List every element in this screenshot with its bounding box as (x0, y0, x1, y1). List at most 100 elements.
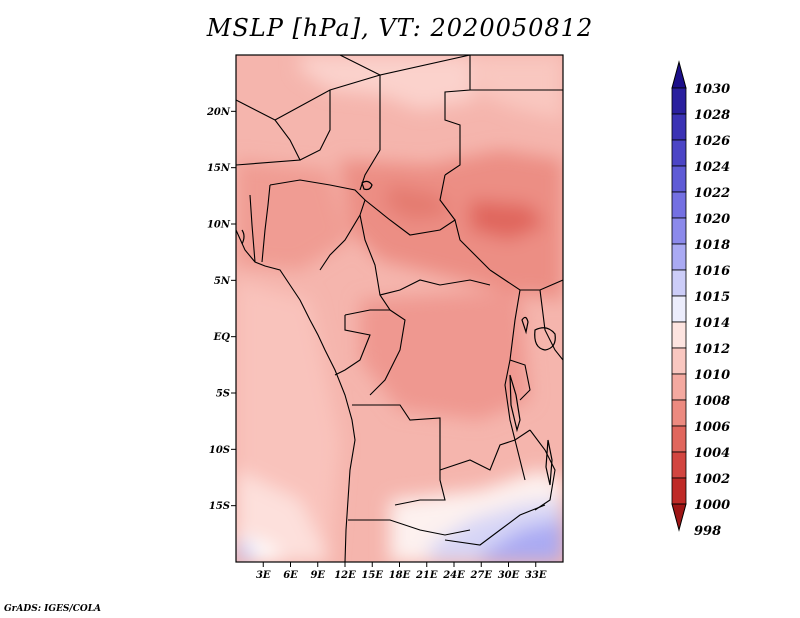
colorbar-label: 1000 (694, 498, 730, 513)
lon-label: 6E (283, 570, 298, 581)
border-libya-chad (379, 55, 471, 76)
field-region-west-sahel (236, 160, 350, 270)
lat-label: 10N (207, 220, 231, 231)
colorbar-bottom-arrow (671, 503, 687, 532)
border-congo-drc (369, 309, 406, 396)
lon-label: 27E (469, 570, 492, 581)
lake-chad (361, 180, 373, 191)
lake-volta (241, 229, 245, 245)
lon-label: 33E (525, 570, 547, 581)
colorbar-swatch (671, 191, 687, 219)
colorbar-swatch (671, 243, 687, 271)
border-kenya (539, 289, 563, 361)
colorbar-label: 1006 (694, 420, 730, 435)
border-mali-niger (299, 90, 331, 161)
lon-label: 9E (310, 570, 325, 581)
map-title: MSLP [hPa], VT: 2020050812 (206, 14, 594, 42)
colorbar-swatch (671, 217, 687, 245)
colorbar-swatch (671, 347, 687, 375)
lon-label: 30E (498, 570, 520, 581)
border-ghana (249, 194, 256, 263)
lon-label: 3E (256, 570, 271, 581)
longitude-axis: 3E 6E 9E 12E 15E 18E 21E 24E 27E 30E 33E (256, 562, 547, 581)
colorbar-swatch (671, 295, 687, 323)
border-mozambique (529, 429, 556, 511)
colorbar-label: 998 (694, 524, 721, 539)
country-borders (236, 55, 563, 562)
lon-label: 12E (334, 570, 356, 581)
colorbar-swatch (671, 269, 687, 297)
lon-label: 18E (389, 570, 411, 581)
border-south-sudan-east (489, 269, 563, 291)
lat-label: 5N (214, 276, 231, 287)
border-southeast (444, 504, 546, 546)
lat-label: 10S (209, 445, 230, 456)
field-region-congo-basin (360, 290, 530, 420)
colorbar-label: 1024 (694, 160, 730, 175)
field-region-northeast-light (470, 55, 563, 120)
colorbar-label: 1030 (694, 82, 730, 97)
border-chad-car (364, 199, 491, 271)
lakes (241, 180, 556, 486)
border-namibia (348, 519, 471, 536)
lat-label: 20N (206, 107, 231, 118)
colorbar-swatch (671, 477, 687, 505)
pressure-field (236, 55, 563, 562)
colorbar-swatch (671, 399, 687, 427)
colorbar-swatch (671, 165, 687, 193)
colorbar-label: 1022 (694, 186, 730, 201)
field-region-southwest-blue (236, 540, 255, 562)
field-region-north-light (300, 55, 475, 110)
border-car-south (379, 279, 491, 296)
border-gabon-congo (334, 315, 371, 376)
colorbar-swatch (671, 451, 687, 479)
field-region-southeast-high-core (480, 520, 563, 562)
field-region-low-core (470, 200, 545, 240)
colorbar-label: 1020 (694, 212, 730, 227)
lat-label: EQ (213, 332, 231, 343)
colorbar-label: 1012 (694, 342, 730, 357)
field-region-low-west (385, 185, 450, 220)
border-zambia (439, 429, 531, 471)
colorbar-label: 1015 (694, 290, 730, 305)
colorbar-label: 1010 (694, 368, 730, 383)
colorbar-label: 1016 (694, 264, 730, 279)
field-region-southwest-light (236, 470, 330, 562)
border-benin-togo (261, 184, 271, 263)
lat-label: 15S (209, 501, 230, 512)
lat-label: 15N (207, 163, 231, 174)
colorbar: 1030 1028 1026 1024 1022 1020 1018 1016 1015 1014… (671, 60, 730, 539)
coastline-west-africa (236, 229, 356, 562)
border-great-lakes (509, 359, 531, 401)
border-niger-south (236, 119, 301, 166)
lon-label: 15E (361, 570, 383, 581)
colorbar-swatch (671, 87, 687, 115)
colorbar-swatch (671, 373, 687, 401)
border-malawi (514, 439, 526, 481)
colorbar-top-arrow (671, 60, 687, 89)
colorbar-label: 1018 (694, 238, 730, 253)
border-angola-north (352, 404, 441, 440)
colorbar-swatch (671, 321, 687, 349)
latitude-axis: 20N 15N 10N 5N EQ 5S 10S 15S (206, 107, 236, 512)
lake-malawi (545, 439, 553, 486)
border-angola-east (394, 440, 446, 506)
colorbar-label: 1014 (694, 316, 730, 331)
colorbar-swatch (671, 139, 687, 167)
grads-credit: GrADS: IGES/COLA (4, 604, 102, 614)
lake-victoria (534, 327, 556, 351)
colorbar-label: 1004 (694, 446, 730, 461)
colorbar-label: 1026 (694, 134, 730, 149)
colorbar-swatch (671, 113, 687, 141)
lake-tanganyika (509, 374, 521, 433)
colorbar-label: 1008 (694, 394, 730, 409)
border-drc-east (504, 289, 521, 441)
lon-label: 21E (415, 570, 438, 581)
colorbar-label: 1028 (694, 108, 730, 123)
colorbar-swatch (671, 425, 687, 453)
lake-albert (521, 316, 529, 335)
colorbar-label: 1002 (694, 472, 730, 487)
lon-label: 24E (442, 570, 465, 581)
lat-label: 5S (216, 389, 230, 400)
